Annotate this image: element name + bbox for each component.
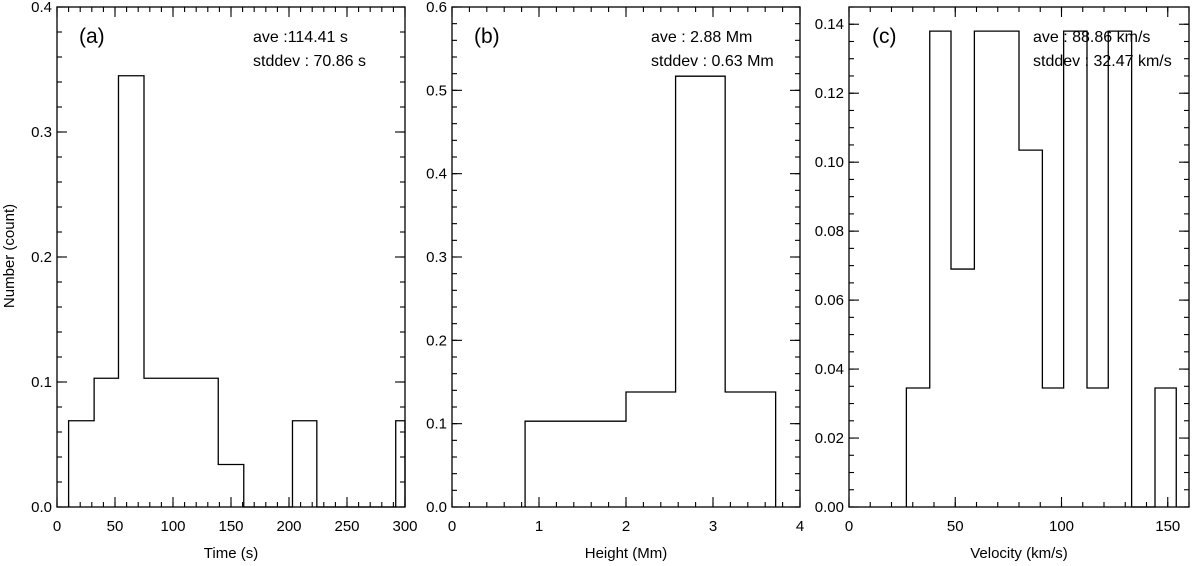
y-ticks [452, 6, 800, 508]
y-tick-labels: 0.0 0.1 0.2 0.3 0.4 0.5 0.6 [426, 0, 447, 516]
y-tick-label: 0.02 [815, 430, 844, 447]
panel-c: 0 50 100 150 0.000.020.040.060.080.100.120.… [815, 6, 1190, 562]
histogram-bar [144, 378, 218, 507]
stat-average: ave :114.41 s [253, 29, 348, 46]
y-tick-label: 0.3 [31, 124, 52, 141]
x-tick-label: 50 [947, 518, 964, 535]
stat-stddev: stddev : 32.47 km/s [1033, 53, 1172, 70]
panel-label: (c) [872, 25, 897, 48]
y-tick-label: 0.0 [426, 499, 447, 516]
y-axis-label: Number (count) [1, 204, 18, 308]
histogram-bar [676, 76, 726, 507]
x-ticks [56, 7, 406, 507]
y-tick-label: 0.4 [426, 166, 447, 183]
x-tick-label: 150 [218, 518, 243, 535]
x-tick-label: 2 [622, 518, 630, 535]
histogram-outline [905, 30, 1177, 508]
x-axis-label: Time (s) [204, 545, 258, 562]
x-tick-label: 50 [107, 518, 124, 535]
x-tick-label: 0 [448, 518, 456, 535]
x-tick-label: 300 [392, 518, 417, 535]
y-tick-label: 0.10 [815, 154, 844, 171]
x-tick-labels: 0 50 100 150 [845, 518, 1180, 535]
x-tick-label: 100 [160, 518, 185, 535]
x-ticks [451, 7, 801, 507]
histogram-bins [525, 76, 776, 507]
histogram-bar [69, 421, 95, 507]
y-tick-label: 0.08 [815, 223, 844, 240]
histogram-bar [94, 378, 118, 507]
histogram-bar [218, 465, 244, 508]
y-tick-labels: 0.0 0.1 0.2 0.3 0.4 [31, 0, 52, 516]
histogram-bar [118, 76, 144, 507]
stat-average: ave : 2.88 Mm [651, 29, 752, 46]
histogram-bar [951, 269, 974, 507]
panel-label: (b) [474, 25, 500, 48]
histogram-outline [67, 75, 406, 508]
histogram-bar [525, 421, 626, 507]
x-tick-label: 250 [334, 518, 359, 535]
histogram-bar [1064, 31, 1087, 507]
x-tick-label: 3 [709, 518, 717, 535]
y-ticks [57, 6, 405, 508]
y-tick-label: 0.14 [815, 16, 844, 33]
stat-stddev: stddev : 0.63 Mm [651, 53, 774, 70]
y-tick-label: 0.1 [426, 416, 447, 433]
y-ticks [849, 6, 1189, 508]
y-tick-label: 0.0 [31, 499, 52, 516]
panel-a: 0 50 100 150 200 250 300 0.0 0.1 0.2 0.3 0.4 (a) a… [31, 0, 417, 562]
x-tick-labels: 0 50 100 150 200 250 300 [53, 518, 418, 535]
y-tick-label: 0.06 [815, 292, 844, 309]
y-tick-label: 0.3 [426, 249, 447, 266]
x-tick-label: 4 [796, 518, 804, 535]
histogram-bar [1087, 388, 1108, 507]
histogram-bar [725, 392, 775, 507]
histogram-bar [1155, 388, 1176, 507]
histogram-bar [1042, 388, 1063, 507]
histogram-bar [292, 421, 316, 507]
histogram-bar [1108, 31, 1131, 507]
histogram-bar [906, 388, 929, 507]
y-tick-labels: 0.00 0.02 0.04 0.06 0.08 0.10 0.12 0.14 [815, 16, 844, 516]
histogram-bins [69, 76, 405, 507]
y-tick-label: 0.2 [426, 332, 447, 349]
histogram-bar [1019, 150, 1042, 507]
x-tick-label: 100 [1049, 518, 1074, 535]
y-tick-label: 0.4 [31, 0, 52, 16]
y-tick-label: 0.6 [426, 0, 447, 16]
stat-average: ave : 88.86 km/s [1033, 29, 1150, 46]
y-tick-label: 0.00 [815, 499, 844, 516]
x-tick-label: 0 [845, 518, 853, 535]
x-tick-label: 200 [276, 518, 301, 535]
y-tick-label: 0.04 [815, 361, 844, 378]
x-tick-label: 150 [1155, 518, 1180, 535]
x-axis-label: Height (Mm) [585, 545, 668, 562]
panel-label: (a) [79, 25, 105, 48]
y-tick-label: 0.1 [31, 374, 52, 391]
x-tick-labels: 0 1 2 3 4 [448, 518, 804, 535]
histogram-bar [974, 31, 1019, 507]
x-tick-label: 1 [535, 518, 543, 535]
x-axis-label: Velocity (km/s) [970, 545, 1068, 562]
histogram-outline [524, 75, 777, 507]
x-ticks [848, 7, 1190, 507]
histogram-bins [906, 31, 1176, 507]
stat-stddev: stddev : 70.86 s [253, 53, 366, 70]
histogram-bar [930, 31, 951, 507]
x-tick-label: 0 [53, 518, 61, 535]
histogram-bar [626, 392, 676, 507]
panel-b: 0 1 2 3 4 0.0 0.1 0.2 0.3 0.4 0.5 0.6 (b) ave : 2.… [426, 0, 804, 562]
histogram-bar [396, 421, 405, 507]
y-tick-label: 0.12 [815, 85, 844, 102]
y-tick-label: 0.2 [31, 249, 52, 266]
y-tick-label: 0.5 [426, 82, 447, 99]
